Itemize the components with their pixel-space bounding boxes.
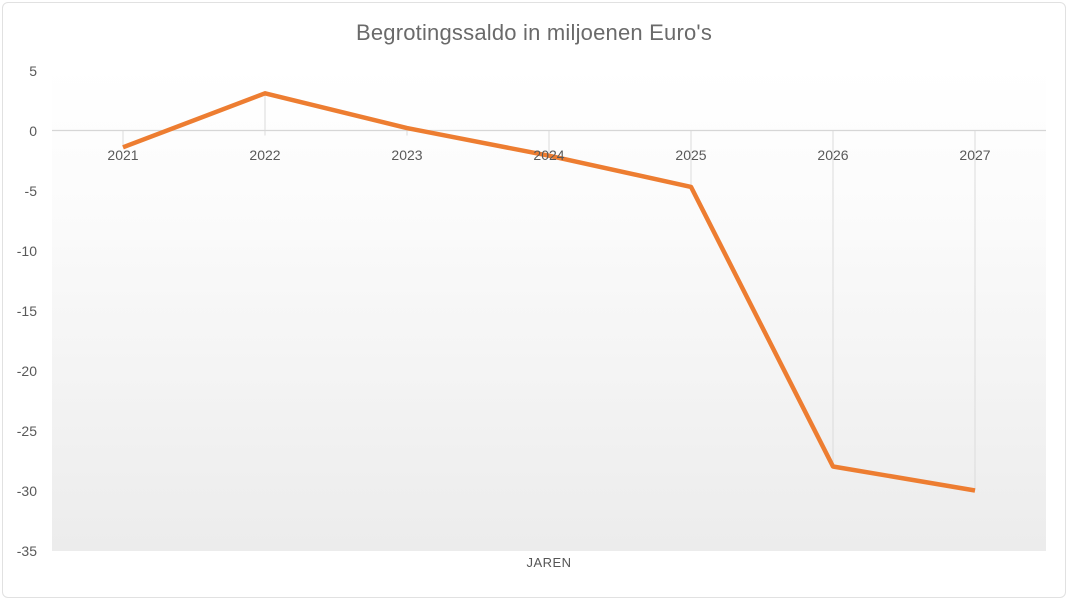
y-tick-label: -20 [16,362,37,379]
x-axis-title: JAREN [526,555,572,570]
y-tick-label: -30 [16,482,37,499]
x-tick-label: 2025 [675,147,707,163]
x-tick-label: 2022 [249,147,281,163]
series-line [122,91,976,493]
y-tick-label: 5 [29,62,37,79]
y-tick-label: -5 [24,182,37,199]
y-tick-label: -15 [16,302,37,319]
y-tick-label: -10 [16,242,37,259]
y-tick-label: -35 [16,542,37,559]
chart-title: Begrotingssaldo in miljoenen Euro's [355,20,713,45]
y-tick-label: -25 [16,422,37,439]
x-tick-label: 2023 [391,147,423,163]
x-tick-label: 2026 [817,147,849,163]
x-tick-label: 2027 [959,147,991,163]
y-tick-label: 0 [29,122,37,139]
x-tick-label: 2024 [533,147,565,163]
x-tick-label: 2021 [107,147,139,163]
y-axis-labels: 5 0 -5 -10 -15 -20 -25 -30 -35 [0,0,37,600]
